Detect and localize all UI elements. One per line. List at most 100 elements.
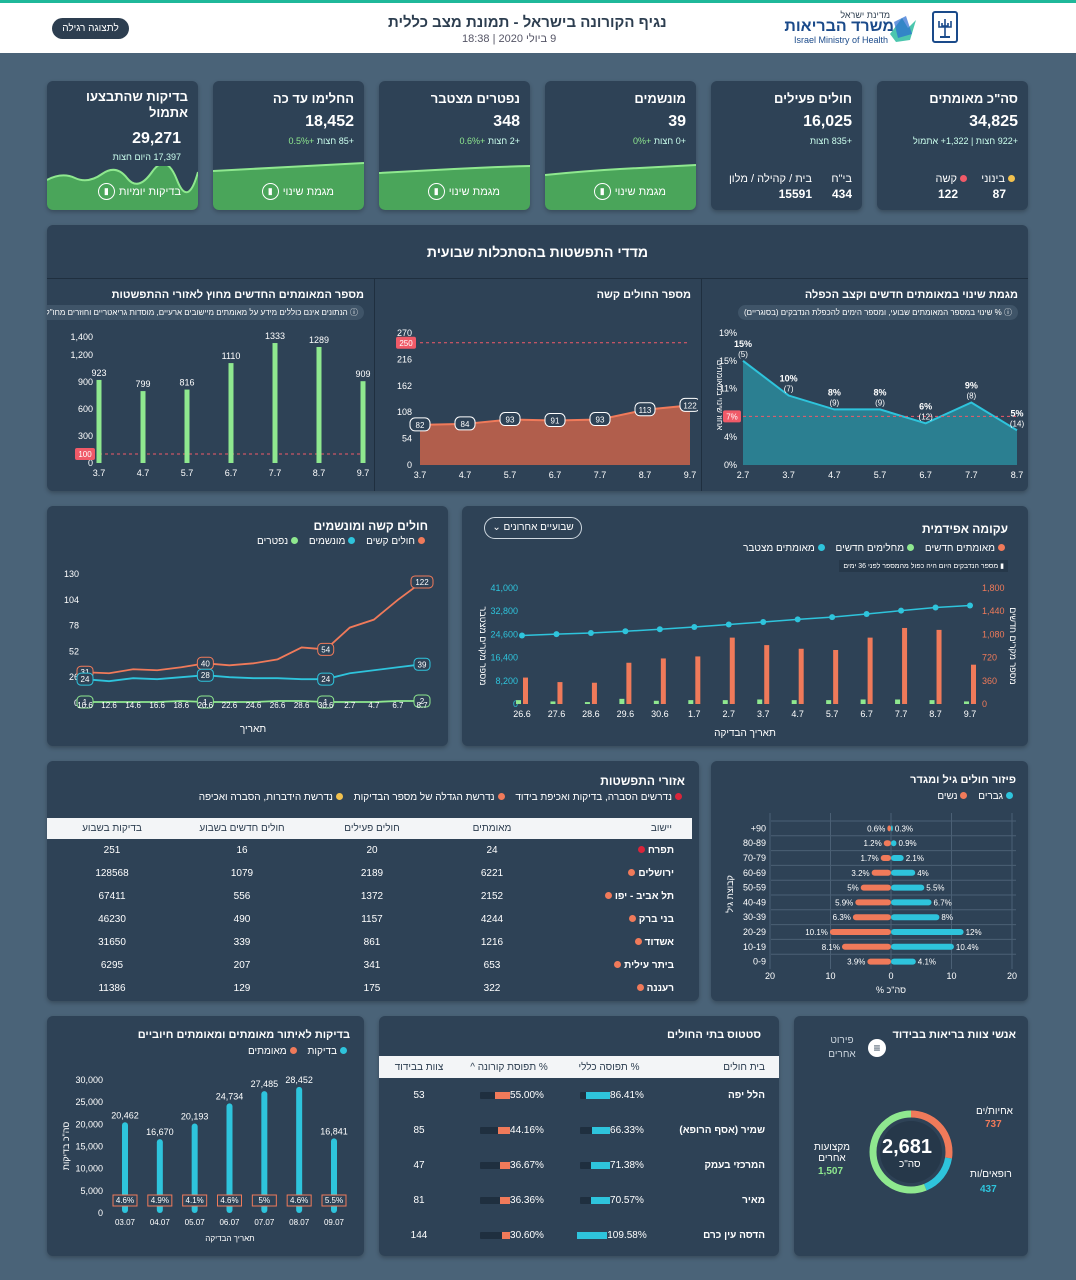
cumulative-point [829, 614, 836, 621]
x-tick-label: 10 [825, 971, 835, 981]
x-tick-label: 5.7 [826, 709, 839, 719]
info-icon: ⓘ [347, 308, 358, 317]
y-tick-label: 300 [78, 431, 93, 441]
table-row[interactable]: ביתר עילית 653 341 207 6295 [47, 954, 692, 977]
y-tick-label: 0 [88, 458, 93, 468]
column-header[interactable]: יישוב [650, 823, 672, 834]
trend-button[interactable]: מגמת שינוי ▮ [593, 183, 666, 200]
positive-pct-label: 4.9% [151, 1196, 169, 1205]
table-row[interactable]: הדסה עין כרם 109.58% 30.60% 144 [379, 1218, 779, 1253]
bar-recovered [516, 700, 521, 704]
bar-new-cases [557, 682, 563, 704]
data-label: 16,670 [146, 1127, 174, 1137]
bar [272, 343, 278, 463]
column-header[interactable]: מאומתים [472, 823, 512, 834]
kpi-ventilated-card[interactable]: מונשמים 39 +0 חצות +0% מגמת שינוי ▮ [545, 81, 696, 210]
bar-new-cases [833, 649, 839, 704]
ventilated-label-box [317, 672, 335, 686]
table-row[interactable]: אשדוד 1216 861 339 31650 [47, 931, 692, 954]
kpi-confirmed-card[interactable]: סה"כ מאומתים 34,825 +922 חצות | 1,322+ א… [877, 81, 1028, 210]
y-tick-label: 4% [724, 432, 737, 442]
x-tick-label: 7.7 [269, 468, 282, 478]
outside-panel-title: מספר המאומתים החדשים מחוץ לאזורי ההתפשטו… [111, 289, 364, 301]
bar-new-cases [626, 662, 632, 704]
cumulative-point [760, 618, 767, 625]
column-header[interactable]: % תפוסה כללי [578, 1061, 640, 1073]
x-tick-label: 16.6 [149, 701, 165, 710]
corona-occupancy-bar [480, 1196, 511, 1204]
table-row[interactable]: תפרח 24 20 16 251 [47, 839, 692, 862]
positive-pct-box [182, 1194, 208, 1207]
y-tick-label: 108 [397, 407, 412, 417]
x-tick-label: 7.7 [594, 470, 607, 480]
column-header[interactable]: חולים פעילים [344, 823, 400, 834]
daily-tests-button[interactable]: בדיקות יומיות ▮ [97, 183, 181, 200]
data-label: 8% [828, 387, 841, 397]
table-row[interactable]: הלל יפה 86.41% 55.00% 53 [379, 1078, 779, 1113]
kpi-active-card[interactable]: חולים פעילים 16,025 +835 חצות בי"ח בית /… [711, 81, 862, 210]
y-tick-label: 11% [720, 384, 737, 394]
kpi-tests-card[interactable]: בדיקות שהתבצעו אתמול 29,271 17,397 היום … [47, 81, 198, 210]
bar-tests [191, 1123, 198, 1213]
x-tick-label: 6.7 [919, 470, 932, 480]
column-header[interactable]: בדיקות בשבוע [82, 823, 142, 834]
corona-occupancy-bar [480, 1126, 511, 1134]
severe-vent-chart: 130104785226031405412224282439111210.612… [64, 569, 434, 735]
table-row[interactable]: המרכזי בעמק 71.38% 36.67% 47 [379, 1148, 779, 1183]
data-label-women: 5% [847, 884, 859, 893]
x-tick-label: 30.6 [318, 701, 334, 710]
chevron-down-icon: ⌄ [492, 522, 501, 533]
x-tick-label: 3.7 [93, 468, 106, 478]
table-row[interactable]: שמיר (אסף הרופא) 66.33% 44.16% 85 [379, 1113, 779, 1148]
hospitals-title: סטטוס בתי החולים [667, 1029, 761, 1041]
table-row[interactable]: ירושלים 6221 2189 1079 128568 [47, 862, 692, 885]
period-dropdown[interactable]: שבועיים אחרונים ⌄ [484, 517, 582, 539]
ventilated-label-box [76, 672, 94, 686]
column-header[interactable]: % תפוסת קורונה ^ [470, 1061, 548, 1073]
city-cell: אשדוד [547, 931, 692, 954]
corona-occupancy-bar [480, 1231, 511, 1239]
chart-icon: ▮ [97, 183, 115, 200]
data-label-women: 8.1% [822, 943, 840, 952]
others-label: מקצועות אחרים [813, 1142, 851, 1164]
table-row[interactable]: רעננה 322 175 129 11386 [47, 977, 692, 1000]
column-header[interactable]: בית חולים [723, 1061, 765, 1073]
kpi-deaths-card[interactable]: נפטרים מצטבר 348 +2 חצות +0.6% מגמת שינו… [379, 81, 530, 210]
occupancy-bar [580, 1126, 611, 1134]
bar-fill [591, 1126, 611, 1134]
trend-button[interactable]: מגמת שינוי ▮ [427, 183, 500, 200]
column-header[interactable]: צוות בבידוד [394, 1061, 444, 1073]
tests-legend: בדיקות מאומתים [248, 1046, 350, 1057]
view-toggle-button[interactable]: לתצוגה רגילה [52, 18, 129, 39]
spread-areas-card: אזורי התפשטות נדרשים הסברה, בדיקות ואכיפ… [47, 761, 699, 1001]
kpi-delta: +85 חצות +0.5% [288, 136, 354, 146]
bar-women [852, 914, 891, 921]
staff-detail-button[interactable]: פירוט אחרים ≡ [822, 1028, 922, 1068]
kpi-value: 16,025 [803, 113, 852, 130]
data-label: 20,193 [181, 1111, 209, 1121]
ventilated-label-box [413, 657, 431, 671]
table-row[interactable]: בני ברק 4244 1157 490 46230 [47, 908, 692, 931]
bar [184, 389, 190, 463]
kpi-value: 39 [668, 113, 686, 130]
severe-value: 122 [937, 187, 958, 201]
column-header[interactable]: חולים חדשים בשבוע [199, 823, 285, 834]
y-tick-label: 20,000 [75, 1119, 103, 1129]
trend-button[interactable]: מגמת שינוי ▮ [261, 183, 334, 200]
table-row[interactable]: מאיר 70.57% 36.36% 81 [379, 1183, 779, 1218]
data-label: 1110 [222, 351, 241, 361]
y-tick-label: 15,000 [75, 1142, 103, 1152]
x-tick-label: 2.7 [344, 701, 356, 710]
status-dot [614, 961, 622, 968]
threshold-badge [723, 410, 741, 423]
table-row[interactable]: תל אביב - יפו 2152 1372 556 67411 [47, 885, 692, 908]
change-panel-title: מגמת שינוי במאומתים חדשים וקצב הכפלה [804, 289, 1018, 301]
cumulative-point [898, 607, 905, 614]
data-label: 93 [596, 416, 605, 425]
donut-center [880, 1121, 942, 1183]
y-tick-label: 16,400 [490, 653, 518, 663]
x-tick-label: 20 [765, 971, 775, 981]
corona-occupancy-bar [480, 1161, 511, 1169]
kpi-recovered-card[interactable]: החלימו עד כה 18,452 +85 חצות +0.5% מגמת … [213, 81, 364, 210]
status-dot [628, 869, 636, 876]
